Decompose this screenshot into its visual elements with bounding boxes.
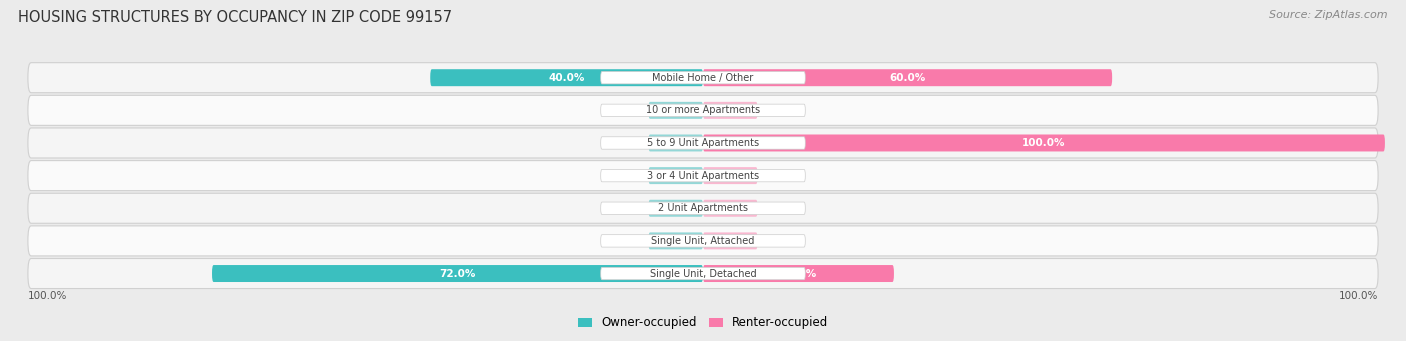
FancyBboxPatch shape: [703, 102, 758, 119]
Text: Single Unit, Attached: Single Unit, Attached: [651, 236, 755, 246]
Text: 0.0%: 0.0%: [765, 203, 789, 213]
FancyBboxPatch shape: [703, 167, 758, 184]
FancyBboxPatch shape: [703, 134, 1385, 151]
Text: 0.0%: 0.0%: [765, 236, 789, 246]
FancyBboxPatch shape: [28, 193, 1378, 223]
FancyBboxPatch shape: [28, 128, 1378, 158]
FancyBboxPatch shape: [28, 95, 1378, 125]
Text: 72.0%: 72.0%: [439, 268, 475, 279]
Text: 2 Unit Apartments: 2 Unit Apartments: [658, 203, 748, 213]
FancyBboxPatch shape: [703, 200, 758, 217]
Text: 100.0%: 100.0%: [1339, 291, 1378, 300]
FancyBboxPatch shape: [600, 202, 806, 214]
Text: 0.0%: 0.0%: [617, 170, 641, 181]
FancyBboxPatch shape: [703, 69, 1112, 86]
FancyBboxPatch shape: [703, 233, 758, 249]
Text: 0.0%: 0.0%: [617, 105, 641, 115]
Text: 0.0%: 0.0%: [617, 203, 641, 213]
Text: Single Unit, Detached: Single Unit, Detached: [650, 268, 756, 279]
Text: Source: ZipAtlas.com: Source: ZipAtlas.com: [1270, 10, 1388, 20]
Text: 28.0%: 28.0%: [780, 268, 817, 279]
FancyBboxPatch shape: [648, 134, 703, 151]
FancyBboxPatch shape: [28, 226, 1378, 256]
Text: 0.0%: 0.0%: [765, 170, 789, 181]
FancyBboxPatch shape: [703, 265, 894, 282]
Text: 10 or more Apartments: 10 or more Apartments: [645, 105, 761, 115]
Text: 60.0%: 60.0%: [890, 73, 925, 83]
FancyBboxPatch shape: [600, 267, 806, 280]
FancyBboxPatch shape: [600, 169, 806, 182]
Text: 0.0%: 0.0%: [617, 138, 641, 148]
Text: 0.0%: 0.0%: [617, 236, 641, 246]
Legend: Owner-occupied, Renter-occupied: Owner-occupied, Renter-occupied: [572, 312, 834, 334]
FancyBboxPatch shape: [28, 258, 1378, 288]
FancyBboxPatch shape: [600, 235, 806, 247]
Text: 40.0%: 40.0%: [548, 73, 585, 83]
Text: Mobile Home / Other: Mobile Home / Other: [652, 73, 754, 83]
Text: 100.0%: 100.0%: [28, 291, 67, 300]
FancyBboxPatch shape: [28, 63, 1378, 93]
Text: HOUSING STRUCTURES BY OCCUPANCY IN ZIP CODE 99157: HOUSING STRUCTURES BY OCCUPANCY IN ZIP C…: [18, 10, 453, 25]
FancyBboxPatch shape: [430, 69, 703, 86]
Text: 0.0%: 0.0%: [765, 105, 789, 115]
FancyBboxPatch shape: [648, 233, 703, 249]
FancyBboxPatch shape: [212, 265, 703, 282]
Text: 5 to 9 Unit Apartments: 5 to 9 Unit Apartments: [647, 138, 759, 148]
FancyBboxPatch shape: [600, 104, 806, 117]
FancyBboxPatch shape: [648, 167, 703, 184]
Text: 3 or 4 Unit Apartments: 3 or 4 Unit Apartments: [647, 170, 759, 181]
Text: 100.0%: 100.0%: [1022, 138, 1066, 148]
FancyBboxPatch shape: [648, 200, 703, 217]
FancyBboxPatch shape: [648, 102, 703, 119]
FancyBboxPatch shape: [600, 137, 806, 149]
FancyBboxPatch shape: [28, 161, 1378, 191]
FancyBboxPatch shape: [600, 72, 806, 84]
